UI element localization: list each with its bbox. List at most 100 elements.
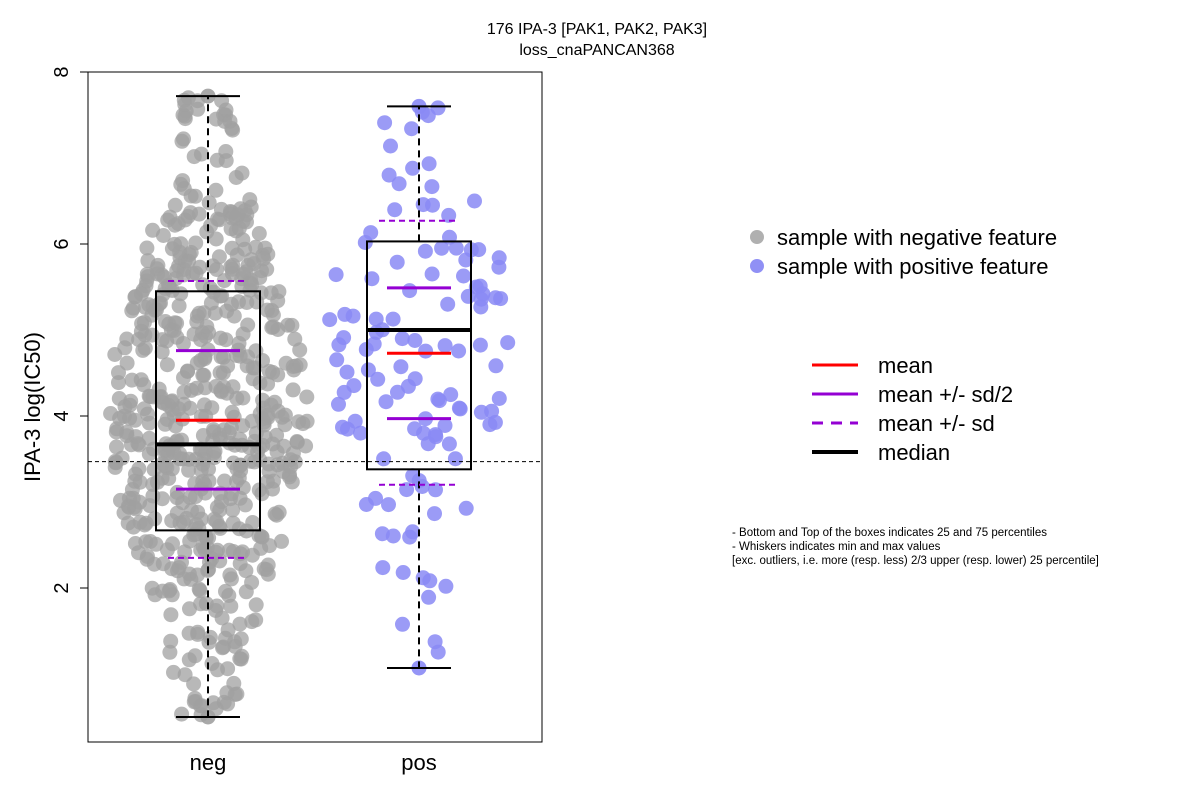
neg-data-point bbox=[126, 519, 141, 535]
neg-data-point bbox=[164, 587, 180, 603]
y-tick-label: 2 bbox=[51, 582, 73, 593]
neg-data-point bbox=[166, 664, 181, 680]
y-tick-label: 6 bbox=[51, 238, 73, 249]
neg-data-point bbox=[227, 687, 243, 702]
neg-data-point bbox=[226, 409, 242, 425]
pos-data-point bbox=[441, 436, 457, 452]
neg-data-point bbox=[107, 453, 123, 469]
neg-data-point bbox=[120, 498, 136, 514]
pos-data-point bbox=[472, 337, 488, 353]
pos-data-point bbox=[331, 396, 346, 412]
plot-elements bbox=[88, 95, 542, 718]
neg-data-point bbox=[154, 491, 170, 507]
legend-line-label: mean +/- sd/2 bbox=[878, 382, 1013, 407]
neg-data-point bbox=[127, 536, 143, 551]
pos-data-point bbox=[500, 335, 516, 351]
neg-data-point bbox=[240, 349, 256, 365]
neg-data-point bbox=[177, 253, 193, 269]
pos-data-point bbox=[378, 394, 394, 410]
neg-data-point bbox=[192, 583, 208, 599]
neg-data-point bbox=[247, 360, 263, 376]
pos-data-point bbox=[473, 299, 489, 315]
legend-line-label: median bbox=[878, 440, 950, 465]
neg-data-point bbox=[127, 412, 143, 428]
neg-data-point bbox=[131, 332, 147, 347]
neg-data-point bbox=[233, 201, 248, 217]
iqr-box bbox=[366, 240, 472, 471]
neg-data-point bbox=[283, 459, 299, 475]
neg-data-point bbox=[224, 296, 239, 312]
neg-data-point bbox=[232, 651, 248, 667]
pos-data-point bbox=[421, 589, 437, 605]
neg-data-point bbox=[222, 567, 238, 583]
pos-data-point bbox=[381, 497, 396, 513]
neg-data-point bbox=[159, 357, 175, 373]
neg-data-point bbox=[103, 406, 119, 421]
neg-data-point bbox=[208, 379, 224, 394]
legend-point-label: sample with positive feature bbox=[777, 254, 1048, 279]
pos-data-point bbox=[353, 425, 368, 441]
neg-data-point bbox=[201, 325, 217, 341]
pos-data-point bbox=[488, 358, 504, 374]
pos-data-point bbox=[437, 418, 453, 433]
neg-data-point bbox=[197, 380, 213, 396]
pos-data-point bbox=[402, 283, 418, 299]
neg-data-point bbox=[277, 417, 293, 433]
footnote-line: - Whiskers indicates min and max values bbox=[732, 541, 941, 553]
neg-data-point bbox=[140, 406, 156, 422]
neg-data-point bbox=[186, 676, 202, 692]
neg-data-point bbox=[285, 359, 301, 374]
neg-data-point bbox=[292, 342, 308, 358]
neg-data-point bbox=[169, 484, 185, 500]
neg-data-point bbox=[139, 273, 155, 289]
neg-data-point bbox=[146, 462, 162, 477]
pos-data-point bbox=[389, 254, 405, 270]
pos-data-point bbox=[395, 565, 411, 580]
neg-data-point bbox=[201, 461, 216, 477]
neg-data-point bbox=[193, 542, 209, 558]
neg-data-point bbox=[239, 214, 254, 230]
pos-data-point bbox=[417, 243, 433, 259]
neg-data-point bbox=[253, 529, 269, 544]
neg-data-point bbox=[270, 367, 286, 383]
neg-data-point bbox=[141, 388, 157, 404]
neg-data-point bbox=[122, 397, 138, 413]
pos-data-point bbox=[328, 267, 344, 283]
neg-data-point bbox=[176, 384, 192, 400]
pos-data-point bbox=[405, 468, 421, 484]
neg-data-point bbox=[241, 439, 257, 455]
neg-data-point bbox=[150, 266, 165, 282]
neg-data-point bbox=[176, 131, 191, 147]
neg-data-point bbox=[163, 633, 179, 649]
neg-data-point bbox=[124, 303, 140, 319]
neg-data-point bbox=[181, 462, 197, 478]
neg-data-point bbox=[208, 182, 224, 198]
neg-data-point bbox=[252, 270, 268, 286]
footnote-line: - Bottom and Top of the boxes indicates … bbox=[732, 527, 1047, 539]
neg-data-point bbox=[220, 358, 236, 374]
neg-data-point bbox=[195, 367, 211, 383]
neg-data-point bbox=[267, 394, 283, 410]
neg-data-point bbox=[127, 473, 143, 489]
pos-data-point bbox=[430, 644, 446, 660]
neg-data-point bbox=[191, 305, 207, 321]
neg-data-point bbox=[211, 249, 227, 265]
pos-data-point bbox=[393, 359, 409, 375]
neg-data-point bbox=[270, 457, 286, 473]
legend-point-label: sample with negative feature bbox=[777, 225, 1057, 250]
neg-data-point bbox=[201, 195, 217, 211]
y-tick-label: 4 bbox=[51, 410, 73, 421]
neg-data-point bbox=[193, 352, 209, 368]
neg-data-point bbox=[244, 547, 260, 563]
neg-data-point bbox=[149, 474, 165, 490]
pos-data-point bbox=[467, 193, 482, 209]
neg-data-point bbox=[159, 460, 175, 476]
neg-data-point bbox=[119, 331, 135, 347]
neg-data-point bbox=[237, 241, 253, 257]
neg-data-point bbox=[274, 533, 289, 549]
neg-data-point bbox=[227, 639, 243, 654]
neg-data-point bbox=[225, 515, 241, 531]
pos-data-point bbox=[491, 391, 507, 406]
pos-data-point bbox=[443, 387, 459, 403]
